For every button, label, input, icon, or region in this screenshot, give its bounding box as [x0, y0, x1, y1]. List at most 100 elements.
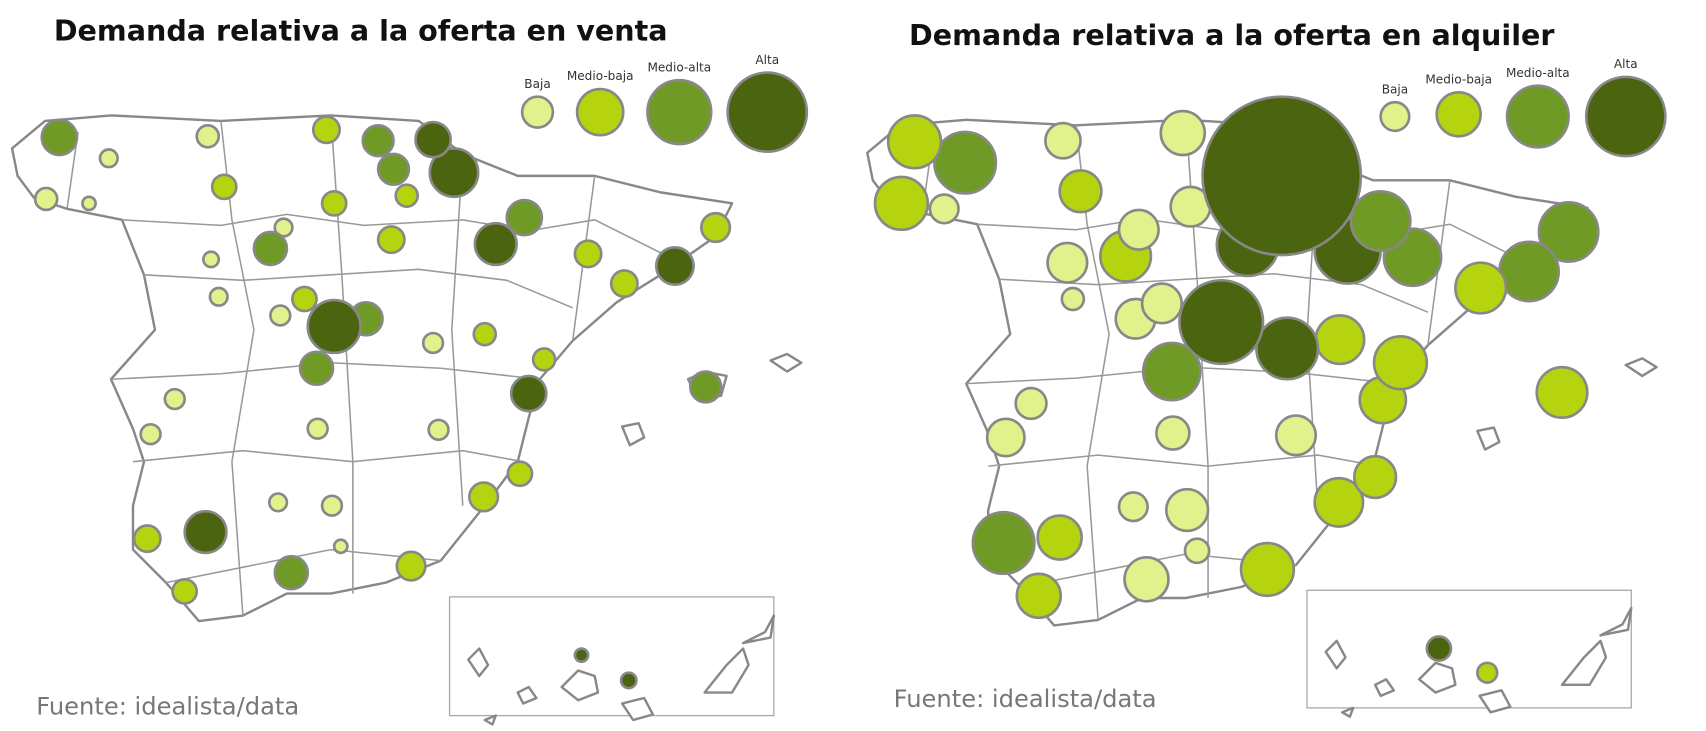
region-bubble — [971, 510, 1036, 576]
region-bubble — [311, 115, 341, 145]
region-bubble — [40, 118, 79, 157]
region-bubble — [394, 183, 420, 208]
region-bubble — [320, 189, 348, 217]
region-bubble — [421, 331, 445, 355]
legend-symbol — [1379, 100, 1411, 133]
legend-symbol — [575, 87, 625, 137]
region-bubble — [1183, 537, 1211, 565]
legend-symbol — [726, 71, 809, 154]
region-bubble — [1058, 169, 1103, 214]
legend-symbol — [646, 78, 713, 146]
map-title: Demanda relativa a la oferta en alquiler — [909, 18, 1555, 52]
legend-symbol — [1505, 84, 1570, 149]
region-bubble — [1014, 386, 1048, 421]
region-bubble — [361, 123, 395, 158]
region-bubble — [132, 524, 162, 554]
region-bubble — [1425, 635, 1453, 662]
region-bubble — [1141, 341, 1202, 402]
region-bubble — [1155, 415, 1191, 451]
inset-frame — [1306, 589, 1632, 709]
region-bubble — [1537, 200, 1600, 263]
region-bubble — [139, 422, 162, 446]
legend-label: Baja — [1382, 82, 1408, 96]
region-bubble — [1140, 282, 1183, 325]
source: Fuente: idealista/data — [36, 693, 299, 721]
region-bubble — [1159, 109, 1207, 157]
region-bubble — [427, 418, 450, 442]
panel: Demanda relativa a la oferta en venta Fu… — [10, 14, 809, 726]
region-bubble — [306, 417, 329, 440]
legend-symbol — [520, 95, 555, 129]
region-bubble — [306, 298, 362, 355]
region-bubble — [428, 147, 480, 199]
region-bubble — [886, 114, 943, 170]
region-bubble — [208, 286, 229, 307]
region-bubble — [298, 350, 335, 387]
region-bubble — [573, 647, 590, 664]
legend-label: Medio-baja — [1425, 73, 1492, 87]
region-bubble — [1117, 491, 1149, 523]
region-bubble — [1060, 286, 1086, 312]
region-bubble — [573, 239, 603, 269]
region-bubble — [619, 671, 638, 690]
region-bubble — [509, 374, 548, 413]
region-bubble — [195, 123, 221, 149]
region-bubble — [163, 387, 186, 411]
region-bubble — [376, 225, 406, 255]
region-bubble — [1314, 314, 1366, 366]
region-bubble — [468, 481, 500, 513]
region-bubble — [273, 554, 310, 591]
region-bubble — [1498, 240, 1561, 303]
legend-label: Baja — [524, 77, 550, 91]
region-bubble — [1036, 514, 1083, 561]
legend-symbol — [1435, 91, 1482, 138]
region-bubble — [1476, 661, 1499, 684]
region-bubble — [202, 250, 221, 269]
region-bubble — [505, 198, 544, 237]
region-bubble — [183, 509, 228, 555]
region-bubble — [98, 148, 119, 169]
region-bubble — [33, 186, 59, 212]
region-bubble — [1535, 365, 1589, 420]
region-bubble — [933, 130, 998, 195]
region-bubble — [252, 230, 289, 267]
region-bubble — [171, 577, 199, 605]
region-bubble — [1123, 555, 1170, 603]
region-bubble — [506, 460, 534, 488]
region-bubble — [688, 370, 723, 404]
region-bubble — [473, 221, 518, 267]
region-bubble — [1352, 454, 1398, 500]
panel: Demanda relativa a la oferta en alquiler… — [866, 18, 1667, 718]
region-bubble — [472, 321, 498, 347]
legend-symbol — [1584, 75, 1667, 158]
region-bubble — [414, 120, 452, 159]
region-bubble — [654, 246, 695, 287]
region-bubble — [1313, 476, 1365, 528]
legend-label: Alta — [755, 53, 779, 67]
legend-label: Alta — [1614, 57, 1638, 71]
region-bubble — [609, 269, 639, 299]
region-bubble — [928, 193, 960, 225]
region-bubble — [1178, 278, 1265, 366]
region-bubble — [273, 217, 294, 238]
region-bubble — [267, 492, 289, 513]
region-bubble — [1201, 95, 1363, 257]
region-bubble — [1274, 414, 1318, 457]
region-bubble — [320, 494, 344, 517]
region-bubble — [985, 417, 1026, 458]
region-bubble — [332, 538, 349, 555]
map-title: Demanda relativa a la oferta en venta — [54, 14, 668, 48]
region-bubble — [376, 152, 411, 186]
region-bubble — [1372, 335, 1429, 391]
region-bubble — [531, 347, 557, 372]
region-bubble — [699, 211, 732, 244]
region-bubble — [1349, 189, 1412, 252]
region-bubble — [1015, 572, 1063, 620]
region-bubble — [1044, 121, 1082, 160]
region-bubble — [81, 195, 97, 212]
source: Fuente: idealista/data — [894, 685, 1157, 713]
region-bubble — [269, 304, 292, 327]
region-bubble — [210, 173, 238, 201]
region-bubble — [1255, 316, 1320, 381]
